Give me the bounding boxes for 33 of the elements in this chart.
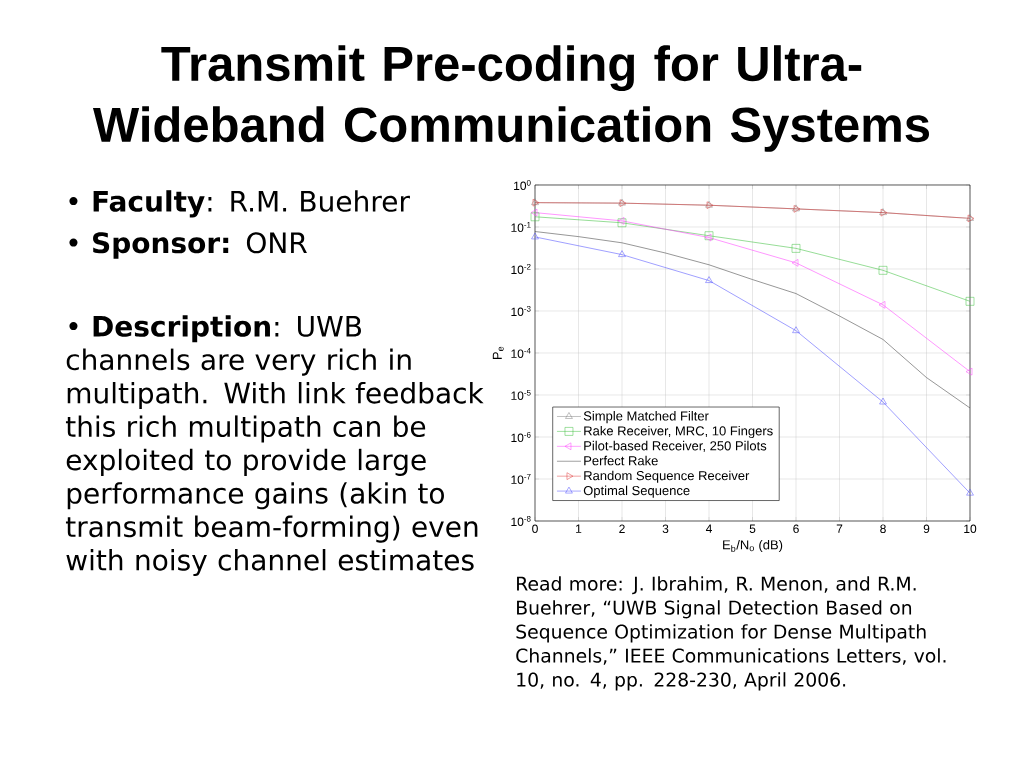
x-tick-label: 6 <box>793 524 799 534</box>
legend-label: Perfect Rake <box>584 455 658 466</box>
x-tick-label: 9 <box>923 524 930 534</box>
legend-label: Random Sequence Receiver <box>584 470 750 483</box>
y-tick-label: 10$^{0}$ <box>514 179 531 191</box>
y-tick-label: 10$^{-7}$ <box>511 474 531 484</box>
chart-title: Transmit Pre-coding for Ultra-Wideband Communication Systems <box>92 45 930 152</box>
y-tick-label: 10$^{-2}$ <box>511 263 531 275</box>
x-tick-label: 4 <box>705 524 712 533</box>
x-tick-label: 2 <box>619 524 625 533</box>
x-tick-label: 3 <box>662 524 669 534</box>
x-tick-label: 8 <box>880 524 886 534</box>
x-tick-label: 1 <box>576 524 582 533</box>
y-axis-title: P$_{e}$ <box>492 346 504 360</box>
y-tick-label: 10$^{-8}$ <box>511 515 531 527</box>
x-tick-label: 7 <box>836 524 843 533</box>
y-tick-label: 10$^{-5}$ <box>511 390 531 400</box>
x-tick-label: 0 <box>532 524 538 534</box>
legend-label: Pilot-based Receiver, 250 Pilots <box>584 440 767 452</box>
text: Read more: J. Ibrahim, R. Menon, and R.M. Buehrer, “UWB Signal Detection Based on Sequence Optimization for Dense Multipath Channels,” IEEE Communications Letters, vol. 10, no. 4, pp. 228-230, April 2006. <box>516 576 946 691</box>
text: • Faculty: R.M. Buehrer <box>69 190 410 218</box>
y-tick-label: 10$^{-4}$ <box>511 348 531 358</box>
x-tick-label: 10 <box>964 524 977 534</box>
y-tick-label: 10$^{-1}$ <box>511 222 531 232</box>
legend-label: Optimal Sequence <box>583 485 690 498</box>
legend-label: Simple Matched Filter <box>583 411 709 424</box>
y-tick-label: 10$^{-3}$ <box>511 305 531 317</box>
y-tick-label: 10$^{-6}$ <box>511 431 531 443</box>
x-tick-label: 5 <box>749 524 756 533</box>
text: • Sponsor: ONR <box>69 232 307 259</box>
x-axis-title: E$_{b}$/N$_{o}$ (dB) <box>723 539 783 553</box>
legend-label: Rake Receiver, MRC, 10 Fingers <box>584 425 773 439</box>
text: • Description: UWB channels are very rich in multipath. With link feedback this rich multipath can be exploited to provide large performance gains (akin to transmit beam-forming) even with noisy channel estimates <box>65 315 484 577</box>
